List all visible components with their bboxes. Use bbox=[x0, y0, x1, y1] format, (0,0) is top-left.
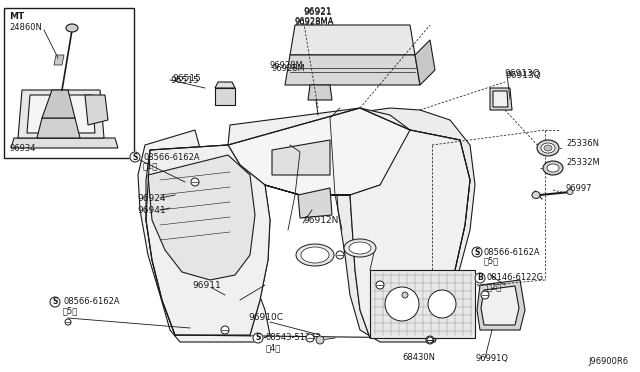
Ellipse shape bbox=[385, 287, 419, 321]
Text: 96912N: 96912N bbox=[303, 215, 339, 224]
Polygon shape bbox=[493, 91, 508, 107]
Polygon shape bbox=[415, 40, 435, 85]
Text: 96924: 96924 bbox=[137, 193, 166, 202]
Circle shape bbox=[65, 319, 71, 325]
Ellipse shape bbox=[567, 189, 573, 195]
Ellipse shape bbox=[543, 161, 563, 175]
Ellipse shape bbox=[541, 143, 555, 153]
Polygon shape bbox=[215, 88, 235, 105]
Polygon shape bbox=[298, 188, 332, 218]
Circle shape bbox=[402, 292, 408, 298]
Text: 96934: 96934 bbox=[9, 144, 35, 153]
Circle shape bbox=[481, 291, 489, 299]
Text: S: S bbox=[474, 247, 480, 257]
Polygon shape bbox=[285, 55, 420, 85]
Polygon shape bbox=[215, 82, 235, 88]
Text: 96910C: 96910C bbox=[248, 314, 283, 323]
Polygon shape bbox=[350, 130, 470, 338]
Text: B: B bbox=[477, 273, 483, 282]
Text: 96515: 96515 bbox=[172, 74, 201, 83]
Circle shape bbox=[472, 247, 482, 257]
Polygon shape bbox=[146, 145, 270, 335]
Polygon shape bbox=[228, 108, 410, 195]
Polygon shape bbox=[490, 88, 512, 110]
Polygon shape bbox=[18, 90, 104, 138]
Text: 96911: 96911 bbox=[192, 280, 221, 289]
Text: （4）: （4） bbox=[266, 343, 281, 353]
Bar bbox=[370, 270, 475, 338]
Circle shape bbox=[376, 281, 384, 289]
Ellipse shape bbox=[349, 242, 371, 254]
Polygon shape bbox=[146, 130, 470, 338]
Text: 96941: 96941 bbox=[137, 205, 166, 215]
Text: 96960: 96960 bbox=[418, 270, 447, 279]
Text: （5）: （5） bbox=[63, 307, 78, 315]
Polygon shape bbox=[42, 90, 75, 118]
Text: 08566-6162A: 08566-6162A bbox=[484, 247, 541, 257]
Polygon shape bbox=[228, 108, 410, 195]
Text: 08566-6162A: 08566-6162A bbox=[143, 153, 200, 161]
Circle shape bbox=[316, 336, 324, 344]
Ellipse shape bbox=[537, 140, 559, 156]
Text: 08566-6162A: 08566-6162A bbox=[63, 298, 120, 307]
Text: 96928M: 96928M bbox=[272, 64, 306, 73]
Text: 08146-6122G: 08146-6122G bbox=[487, 273, 544, 282]
Circle shape bbox=[130, 152, 140, 162]
Polygon shape bbox=[333, 108, 475, 342]
Text: （2）: （2） bbox=[487, 282, 502, 292]
Text: S: S bbox=[52, 298, 58, 307]
Text: （1）: （1） bbox=[143, 161, 158, 170]
Polygon shape bbox=[85, 95, 108, 125]
Polygon shape bbox=[54, 55, 64, 65]
Polygon shape bbox=[272, 140, 330, 175]
Text: 24860N: 24860N bbox=[9, 22, 42, 32]
Text: MT: MT bbox=[9, 12, 24, 20]
Circle shape bbox=[426, 336, 434, 344]
Text: （5）: （5） bbox=[484, 257, 499, 266]
Text: 96997: 96997 bbox=[566, 183, 593, 192]
Circle shape bbox=[221, 326, 229, 334]
Circle shape bbox=[253, 333, 263, 343]
Text: 96928MA: 96928MA bbox=[295, 17, 335, 26]
Circle shape bbox=[50, 297, 60, 307]
Polygon shape bbox=[11, 138, 118, 148]
Circle shape bbox=[191, 178, 199, 186]
Circle shape bbox=[427, 337, 433, 343]
Text: S: S bbox=[132, 153, 138, 161]
Circle shape bbox=[475, 273, 485, 283]
Ellipse shape bbox=[544, 145, 552, 151]
Polygon shape bbox=[477, 280, 525, 330]
Ellipse shape bbox=[532, 192, 540, 199]
Text: J96900R6: J96900R6 bbox=[588, 357, 628, 366]
Text: 68430N: 68430N bbox=[402, 353, 435, 362]
Polygon shape bbox=[138, 130, 270, 342]
Text: 96515: 96515 bbox=[170, 76, 199, 84]
Text: 96913Q: 96913Q bbox=[505, 71, 541, 80]
Polygon shape bbox=[290, 25, 415, 55]
Polygon shape bbox=[37, 118, 80, 138]
Text: 25332M: 25332M bbox=[566, 157, 600, 167]
Bar bbox=[4, 8, 134, 158]
Ellipse shape bbox=[428, 290, 456, 318]
Ellipse shape bbox=[296, 244, 334, 266]
Polygon shape bbox=[148, 155, 255, 280]
Ellipse shape bbox=[344, 239, 376, 257]
Text: 96991Q: 96991Q bbox=[476, 353, 509, 362]
Text: 96921: 96921 bbox=[303, 7, 332, 16]
Ellipse shape bbox=[301, 247, 329, 263]
Text: 25336N: 25336N bbox=[566, 138, 599, 148]
Polygon shape bbox=[27, 95, 95, 133]
Text: 96928MA: 96928MA bbox=[295, 16, 335, 26]
Text: 96913Q: 96913Q bbox=[504, 68, 540, 77]
Text: S: S bbox=[255, 334, 260, 343]
Text: 08543-51242: 08543-51242 bbox=[266, 334, 322, 343]
Text: 96928M: 96928M bbox=[270, 61, 304, 70]
Polygon shape bbox=[308, 85, 332, 100]
Ellipse shape bbox=[547, 164, 559, 172]
Polygon shape bbox=[481, 286, 519, 325]
Text: 96921: 96921 bbox=[303, 6, 332, 16]
Circle shape bbox=[306, 334, 314, 342]
Circle shape bbox=[336, 251, 344, 259]
Ellipse shape bbox=[66, 24, 78, 32]
